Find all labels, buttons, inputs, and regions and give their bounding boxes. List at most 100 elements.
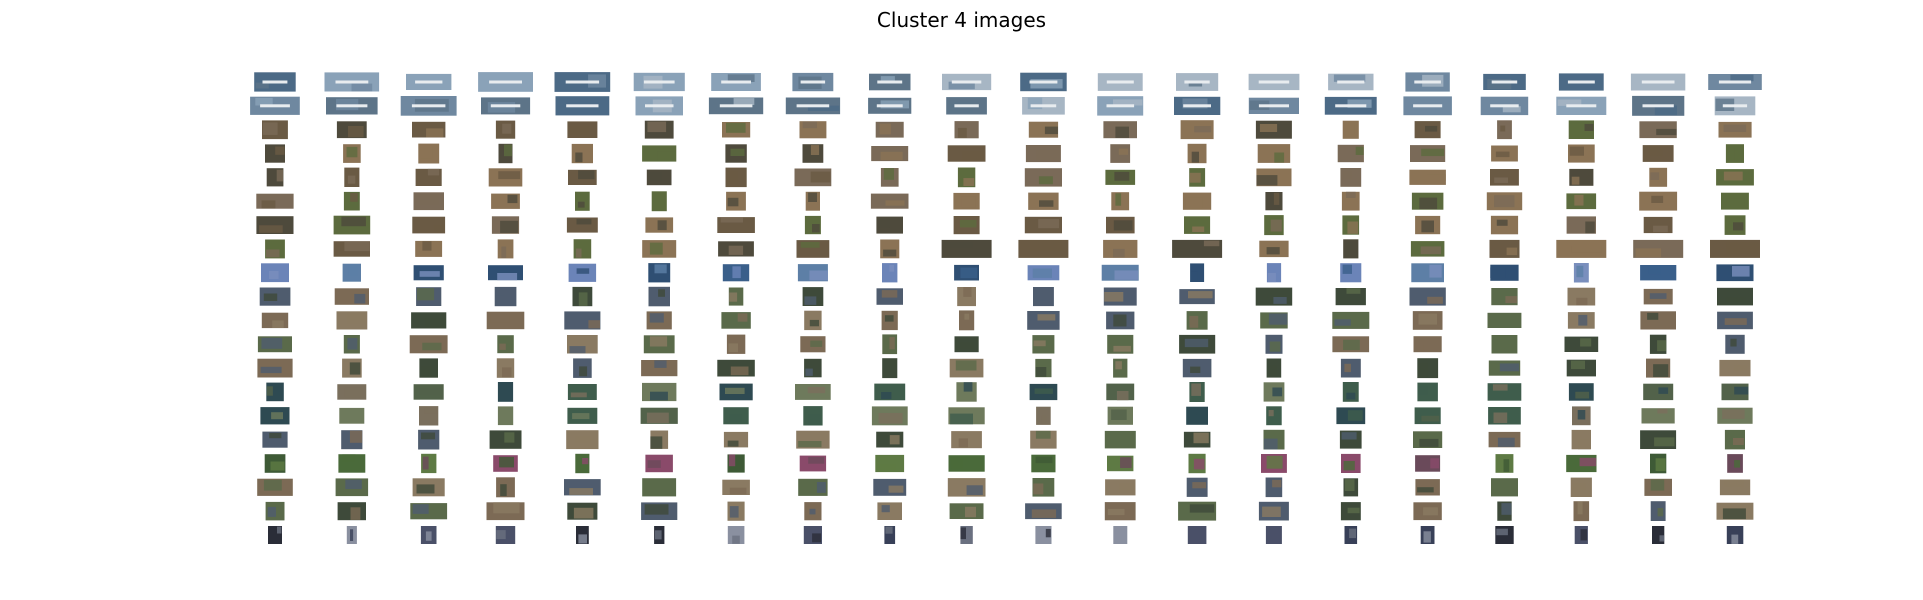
thumbnail-r4-c15 [1337,144,1364,163]
thumbnail-r10-c14 [1255,287,1293,306]
thumbnail-r16-c14 [1263,429,1285,450]
thumbnail-r5-c9 [880,168,899,187]
thumbnail-r9-c15 [1340,263,1362,283]
thumbnail-r20-c9 [884,526,896,544]
thumbnail-r7-c18 [1566,216,1596,234]
thumbnail-r8-c17 [1489,239,1520,258]
thumbnail-r19-c18 [1573,501,1590,522]
thumbnail-r12-c5 [567,335,598,354]
thumbnail-r4-c12 [1110,144,1131,163]
thumbnail-r2-c12 [1097,96,1144,116]
thumbnail-r16-c6 [650,430,669,449]
thumbnail-r18-c20 [1719,479,1751,496]
thumbnail-r5-c10 [957,167,976,188]
thumbnail-r13-c13 [1182,358,1212,378]
thumbnail-r14-c13 [1189,382,1205,402]
thumbnail-r16-c9 [876,431,904,448]
thumbnail-r7-c10 [953,216,980,235]
thumbnail-r16-c12 [1104,430,1136,449]
thumbnail-r18-c7 [722,479,750,495]
thumbnail-r18-c15 [1343,478,1359,497]
thumbnail-r11-c11 [1027,311,1060,330]
thumbnail-r16-c1 [262,431,288,448]
thumbnail-r4-c20 [1725,144,1744,163]
thumbnail-r16-c18 [1571,429,1591,450]
thumbnail-r20-c15 [1344,526,1358,544]
thumbnail-r1-c19 [1630,73,1686,91]
thumbnail-r9-c19 [1640,265,1677,281]
thumbnail-r19-c1 [265,501,285,521]
thumbnail-r1-c11 [1020,72,1067,92]
thumbnail-r17-c2 [338,454,366,473]
thumbnail-r8-c13 [1172,239,1223,258]
thumbnail-r4-c10 [947,145,986,162]
thumbnail-r10-c7 [728,287,744,306]
thumbnail-r8-c14 [1259,240,1289,258]
thumbnail-r14-c15 [1342,382,1359,402]
thumbnail-r9-c13 [1190,263,1205,282]
thumbnail-r19-c12 [1104,502,1136,521]
thumbnail-r9-c16 [1411,263,1444,283]
thumbnail-r5-c2 [344,167,360,187]
thumbnail-r15-c20 [1717,407,1753,424]
thumbnail-r15-c7 [723,407,749,425]
thumbnail-r20-c1 [268,526,282,544]
thumbnail-r9-c3 [413,265,444,281]
thumbnail-r11-c8 [804,310,822,331]
thumbnail-r9-c20 [1716,264,1754,282]
thumbnail-r4-c7 [725,144,747,163]
thumbnail-r4-c13 [1187,143,1207,164]
thumbnail-r14-c19 [1643,383,1674,401]
thumbnail-r9-c10 [954,264,979,281]
thumbnail-r2-c19 [1632,95,1685,116]
thumbnail-r8-c8 [796,240,830,258]
thumbnail-r11-c4 [486,311,525,330]
thumbnail-r10-c9 [876,288,903,305]
thumbnail-r6-c16 [1411,192,1444,210]
thumbnail-r7-c15 [1342,215,1360,235]
thumbnail-r7-c5 [566,217,598,233]
thumbnail-r11-c19 [1640,311,1676,330]
thumbnail-r6-c15 [1341,191,1360,211]
thumbnail-r5-c6 [646,169,672,186]
thumbnail-r3-c1 [262,120,288,140]
thumbnail-r15-c10 [948,407,985,425]
thumbnail-r12-c7 [726,334,746,354]
thumbnail-r19-c17 [1497,501,1512,521]
thumbnail-r15-c17 [1488,407,1521,425]
thumbnail-r14-c5 [567,384,597,400]
thumbnail-r4-c5 [571,143,593,164]
thumbnail-r20-c7 [727,526,745,544]
thumbnail-r15-c11 [1036,406,1051,425]
thumbnail-r17-c17 [1495,454,1514,473]
thumbnail-r5-c5 [568,169,597,185]
thumbnail-r15-c6 [640,407,678,424]
thumbnail-r14-c18 [1568,383,1594,401]
thumbnail-r18-c13 [1186,477,1208,497]
thumbnail-r11-c17 [1487,312,1522,328]
thumbnail-r11-c1 [261,312,289,329]
thumbnail-r4-c8 [802,144,824,163]
thumbnail-r14-c4 [497,382,514,402]
thumbnail-r11-c10 [959,310,975,331]
thumbnail-r6-c13 [1182,192,1212,210]
thumbnail-r14-c14 [1263,382,1285,402]
thumbnail-r6-c2 [343,191,360,211]
thumbnail-r19-c14 [1258,501,1289,521]
thumbnail-r17-c1 [264,454,286,473]
thumbnail-r8-c4 [497,239,514,259]
thumbnail-r2-c11 [1022,97,1065,115]
thumbnail-r13-c2 [342,358,362,378]
thumbnail-r16-c2 [341,430,363,450]
thumbnail-r18-c19 [1644,478,1672,496]
thumbnail-r2-c3 [400,96,457,116]
thumbnail-r14-c16 [1417,382,1438,402]
thumbnail-r1-c17 [1483,73,1526,90]
thumbnail-r3-c18 [1568,120,1594,139]
thumbnail-r7-c4 [491,216,520,234]
thumbnail-r12-c20 [1725,334,1745,354]
thumbnail-r5-c19 [1649,167,1668,187]
thumbnail-r3-c2 [336,121,367,139]
thumbnail-r20-c10 [960,526,973,544]
thumbnail-r3-c15 [1342,120,1359,139]
